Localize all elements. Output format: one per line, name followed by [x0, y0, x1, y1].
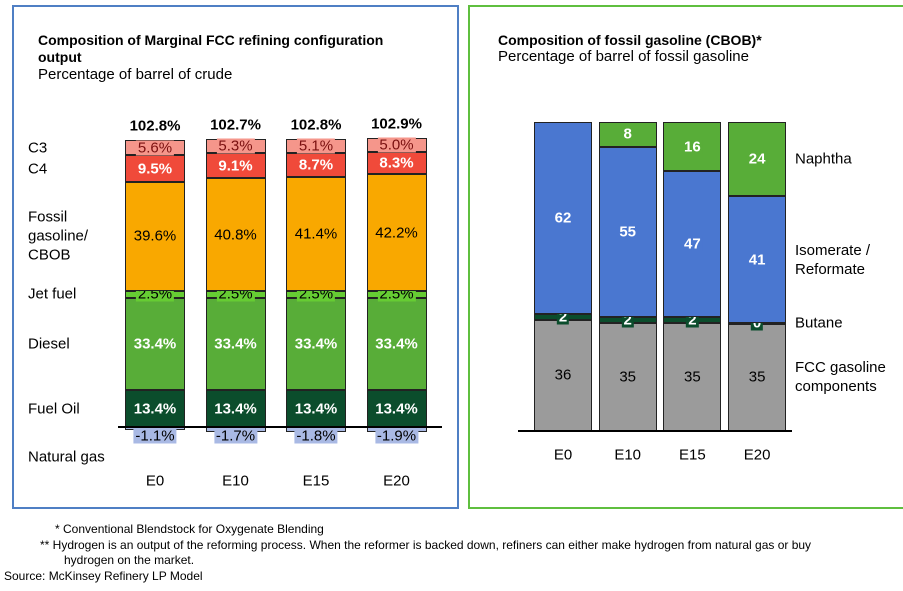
value-label: -1.7%	[213, 427, 258, 445]
bar-segment	[663, 122, 722, 172]
value-label: 24	[746, 150, 768, 168]
value-label: 5.0%	[377, 136, 416, 154]
total-label: 102.9%	[371, 115, 422, 133]
legend-label: Naphtha	[795, 150, 852, 168]
x-tick-label: E0	[553, 446, 573, 464]
value-label: 13.4%	[131, 400, 179, 417]
footnote: * Conventional Blendstock for Oxygenate …	[55, 522, 324, 536]
value-label: 8.3%	[377, 154, 416, 172]
value-label: 33.4%	[212, 335, 259, 353]
value-label: 35	[746, 368, 768, 386]
value-label: 33.4%	[131, 335, 179, 353]
value-label: 33.4%	[292, 335, 340, 353]
value-label: 5.1%	[296, 137, 336, 155]
legend-label: Butane	[795, 314, 843, 332]
value-label: 39.6%	[131, 227, 179, 245]
x-tick-label: E10	[614, 446, 642, 464]
value-label: 36	[552, 366, 574, 384]
value-label: 35	[617, 368, 639, 386]
value-label: 41.4%	[292, 225, 340, 243]
value-label: 47	[682, 235, 703, 253]
x-tick-label: E10	[222, 472, 249, 490]
legend-label: C4	[28, 160, 48, 178]
value-label: 42.2%	[373, 224, 420, 242]
footnote: ** Hydrogen is an output of the reformin…	[40, 538, 812, 567]
value-label: 40.8%	[212, 226, 259, 244]
left-panel	[12, 5, 459, 509]
legend-label: Jet fuel	[28, 285, 77, 303]
value-label: 5.3%	[216, 137, 255, 155]
value-label: 35	[682, 368, 703, 386]
value-label: 5.6%	[135, 139, 175, 157]
value-label: 8	[621, 125, 634, 143]
value-label: -1.8%	[294, 427, 338, 445]
value-label: 41	[746, 251, 768, 268]
legend-label: Diesel	[28, 335, 70, 353]
value-label: 9.1%	[216, 157, 255, 175]
value-label: 33.4%	[373, 335, 420, 353]
value-label: 13.4%	[212, 400, 259, 417]
bar-segment	[598, 122, 657, 147]
right-panel	[468, 5, 903, 509]
legend-label: C3	[28, 139, 48, 157]
legend-label: Fossil gasoline/ CBOB	[28, 208, 89, 264]
value-label: -1.1%	[133, 427, 177, 445]
value-label: 9.5%	[135, 160, 175, 178]
legend-label: Fuel Oil	[28, 400, 80, 417]
legend-label: FCC gasoline components	[795, 358, 886, 395]
bar-segment	[286, 152, 346, 177]
baseline	[118, 426, 442, 428]
chart-title: Composition of Marginal FCC refining con…	[38, 32, 384, 65]
baseline	[518, 430, 792, 432]
chart-subtitle: Percentage of barrel of crude	[38, 66, 233, 83]
x-tick-label: E15	[679, 446, 706, 464]
x-tick-label: E15	[302, 472, 330, 490]
total-label: 102.8%	[290, 116, 342, 134]
source: Source: McKinsey Refinery LP Model	[4, 569, 203, 583]
value-label: 16	[682, 138, 703, 156]
value-label: 13.4%	[292, 400, 340, 417]
value-label: 62	[552, 209, 574, 227]
chart-subtitle: Percentage of barrel of fossil gasoline	[498, 48, 749, 65]
legend-label: Isomerate / Reformate	[795, 241, 871, 278]
total-label: 102.8%	[129, 117, 181, 135]
value-label: -1.9%	[374, 427, 419, 445]
x-tick-label: E20	[383, 472, 410, 490]
value-label: 8.7%	[296, 156, 336, 174]
total-label: 102.7%	[210, 116, 261, 134]
value-label: 13.4%	[373, 400, 420, 417]
x-tick-label: E20	[743, 446, 771, 464]
x-tick-label: E0	[145, 472, 165, 490]
value-label: 55	[617, 223, 639, 241]
bar-segment	[663, 171, 722, 317]
chart-title: Composition of fossil gasoline (CBOB)*	[498, 32, 762, 48]
legend-label: Natural gas	[28, 448, 105, 466]
